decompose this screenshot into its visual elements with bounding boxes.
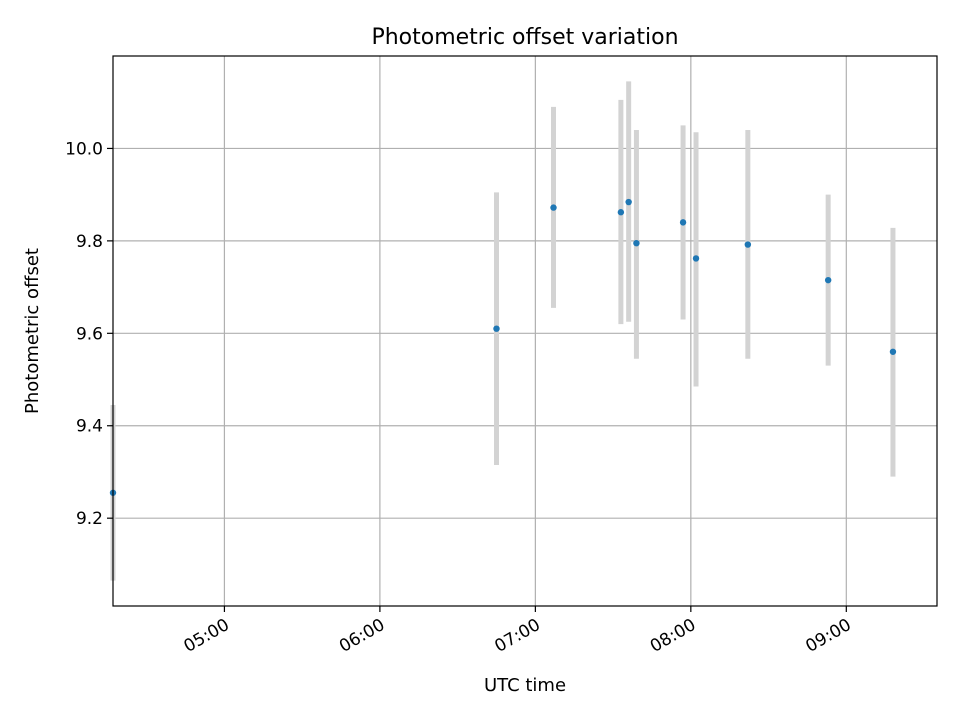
data-point: [493, 325, 500, 332]
y-tick-label: 9.6: [76, 324, 103, 344]
grid: [113, 56, 937, 606]
x-tick-label: 06:00: [336, 615, 388, 657]
x-tick-label: 09:00: [802, 615, 854, 657]
data-point: [824, 276, 832, 284]
data-point: [679, 219, 687, 226]
data-point: [889, 348, 897, 355]
chart-title: Photometric offset variation: [371, 25, 678, 50]
data-point: [692, 255, 700, 262]
data-point: [633, 239, 640, 247]
data-point: [617, 209, 625, 216]
x-axis-label: UTC time: [484, 675, 566, 696]
y-tick-label: 10.0: [65, 139, 103, 159]
data-point: [744, 241, 752, 248]
x-tick-label: 07:00: [491, 615, 543, 657]
axis-ticks: 05:00 06:00 07:00 08:00 09:00 9.2 9.4 9.6 9.8 10.…: [65, 139, 855, 656]
plot-area-frame: [112, 55, 938, 607]
error-bars: [110, 81, 896, 581]
data-point: [625, 198, 632, 206]
x-tick-label: 05:00: [180, 615, 232, 657]
data-points: [109, 198, 897, 496]
x-tick-label: 08:00: [647, 615, 699, 657]
y-tick-label: 9.8: [76, 232, 103, 252]
y-tick-label: 9.4: [76, 417, 103, 437]
y-axis-label: Photometric offset: [22, 248, 43, 414]
data-point: [550, 204, 557, 211]
y-tick-label: 9.2: [76, 509, 103, 529]
